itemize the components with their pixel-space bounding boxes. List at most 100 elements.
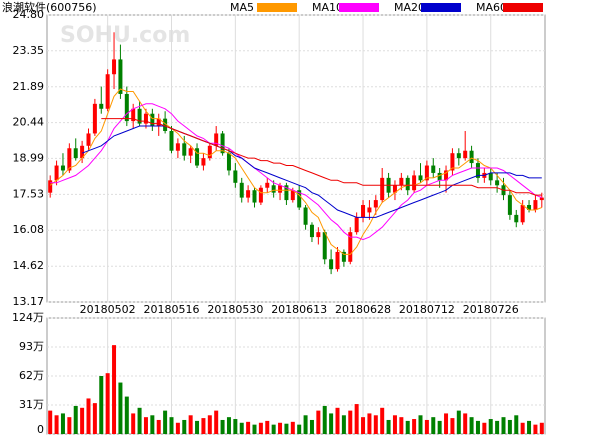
volume-bar	[271, 424, 276, 434]
ma-line	[50, 103, 542, 241]
candle-body	[214, 133, 219, 146]
volume-bar	[118, 382, 123, 434]
candle-body	[329, 259, 334, 270]
y-tick-label: 23.35	[13, 44, 45, 57]
volume-bar	[233, 419, 238, 434]
volume-bar	[258, 422, 263, 434]
candle-body	[303, 207, 308, 225]
volume-bar	[112, 345, 117, 434]
candle-body	[418, 175, 423, 181]
volume-bar	[67, 417, 72, 434]
volume-bar	[399, 417, 404, 434]
legend-label: MA60	[476, 1, 507, 14]
volume-bar	[488, 419, 493, 434]
volume-bar	[456, 410, 461, 434]
volume-bar	[520, 422, 525, 434]
legend-swatch	[257, 3, 297, 12]
volume-bar	[284, 423, 289, 434]
ma-line	[81, 125, 542, 218]
volume-bar	[501, 417, 506, 434]
volume-bar	[169, 417, 174, 434]
volume-bar	[316, 410, 321, 434]
candle-body	[195, 148, 200, 166]
y-tick-label: 16.08	[13, 223, 45, 236]
volume-bar	[182, 419, 187, 434]
candle-body	[265, 182, 270, 188]
volume-bar	[335, 407, 340, 434]
volume-bar	[195, 420, 200, 434]
candle-body	[60, 165, 65, 171]
candle-body	[99, 103, 104, 109]
volume-bar	[482, 422, 487, 434]
candle-body	[297, 190, 302, 208]
legend-label: MA10	[312, 1, 343, 14]
volume-bar	[539, 422, 544, 434]
legend-swatch	[339, 3, 379, 12]
y-tick-label: 21.89	[13, 80, 45, 93]
candle-body	[220, 133, 225, 154]
candle-body	[105, 74, 110, 109]
volume-bar	[495, 420, 500, 434]
volume-bar	[373, 415, 378, 434]
volume-bar	[348, 410, 353, 434]
candle-body	[373, 200, 378, 208]
volume-bar	[507, 419, 512, 434]
volume-bar	[367, 413, 372, 434]
x-tick-label: 20180613	[271, 303, 327, 316]
candle-body	[399, 177, 404, 186]
y-tick-label: 0	[37, 423, 44, 436]
volume-bar	[303, 415, 308, 434]
candle-body	[309, 224, 314, 238]
candle-body	[437, 172, 442, 181]
volume-bar	[412, 419, 417, 434]
volume-bar	[354, 404, 359, 434]
volume-bar	[226, 417, 231, 434]
candle-body	[341, 251, 346, 262]
volume-bar	[80, 407, 85, 434]
ma-line	[49, 88, 542, 255]
volume-bar	[143, 417, 148, 434]
y-tick-label: 17.53	[13, 187, 45, 200]
volume-bar	[54, 415, 59, 434]
candle-body	[150, 113, 155, 127]
volume-bar	[265, 420, 270, 434]
volume-bar	[405, 420, 410, 434]
volume-bar	[386, 419, 391, 434]
volume-bar	[278, 422, 283, 434]
candle-body	[137, 108, 142, 124]
volume-bar	[239, 422, 244, 434]
volume-bar	[201, 418, 206, 434]
volume-bar	[469, 417, 474, 434]
candle-body	[131, 108, 136, 122]
candle-body	[380, 177, 385, 201]
volume-bar	[297, 424, 302, 434]
volume-bar	[137, 407, 142, 434]
candle-body	[354, 217, 359, 233]
candle-body	[322, 232, 327, 260]
volume-bar	[463, 413, 468, 434]
candle-body	[335, 251, 340, 270]
candle-body	[507, 195, 512, 215]
volume-bar	[207, 415, 212, 434]
volume-bar	[188, 415, 193, 434]
volume-bar	[163, 410, 168, 434]
candle-body	[367, 207, 372, 213]
candle-body	[488, 172, 493, 181]
volume-bar	[527, 420, 532, 434]
candle-body	[284, 185, 289, 201]
candle-body	[182, 143, 187, 156]
x-tick-label: 20180712	[399, 303, 455, 316]
y-tick-label: 31万	[19, 398, 44, 411]
volume-bar	[514, 415, 519, 434]
candle-body	[405, 177, 410, 191]
volume-bar	[99, 376, 104, 434]
volume-bar	[252, 424, 257, 434]
candle-body	[520, 205, 525, 223]
candle-body	[118, 59, 123, 94]
candle-body	[290, 190, 295, 201]
y-tick-label: 18.99	[13, 151, 45, 164]
candle-body	[456, 153, 461, 159]
candle-body	[514, 214, 519, 223]
y-tick-label: 93万	[19, 340, 44, 353]
